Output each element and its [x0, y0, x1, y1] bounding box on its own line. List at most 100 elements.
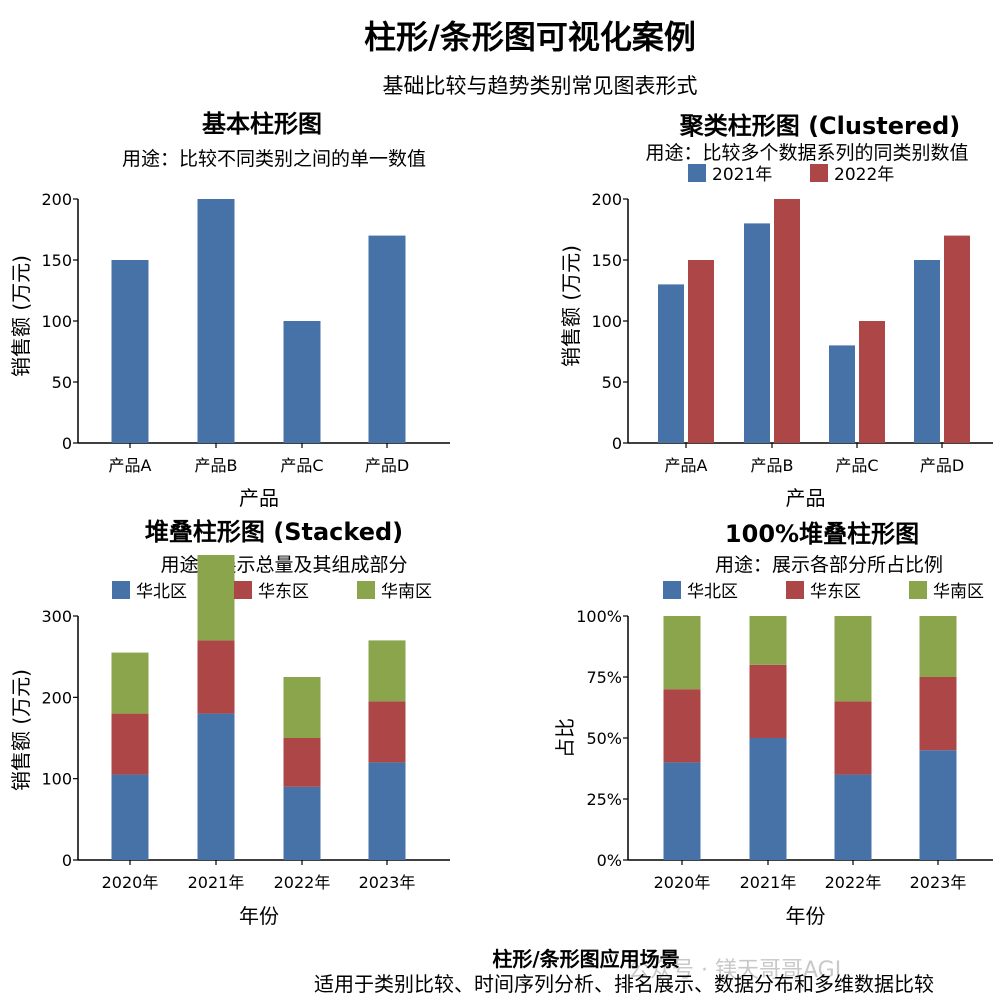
chart-4-bar-1	[834, 774, 872, 860]
chart-2-bar-2	[859, 321, 885, 443]
chart-4-bar-2	[919, 677, 957, 751]
chart-3-x-tick-label: 2022年	[274, 873, 331, 892]
chart-4-y-tick-label: 75%	[586, 668, 622, 687]
chart-2-legend-swatch	[688, 164, 706, 182]
chart-4-legend-label: 华北区	[687, 582, 738, 602]
chart-3-x-tick-label: 2020年	[102, 873, 159, 892]
chart-1-y-tick-label: 200	[41, 190, 72, 209]
chart-3-bar-3	[111, 652, 149, 714]
chart-3-bar-2	[197, 640, 235, 714]
chart-4-bar-3	[834, 616, 872, 702]
chart-4-bar-1	[663, 762, 701, 860]
chart-4-bar-3	[749, 616, 787, 665]
chart-2-x-tick-label: 产品A	[665, 456, 708, 475]
chart-4-bar-1	[749, 738, 787, 860]
page-subtitle: 基础比较与趋势类别常见图表形式	[382, 74, 698, 98]
chart-2-y-tick-label: 100	[591, 312, 622, 331]
chart-2-legend-swatch	[810, 164, 828, 182]
chart-1-x-tick-label: 产品D	[365, 456, 409, 475]
chart-2-description: 用途：比较多个数据系列的同类别数值	[645, 142, 969, 164]
chart-4-y-tick-label: 100%	[576, 607, 622, 626]
chart-3-legend-swatch	[357, 581, 375, 599]
chart-3-x-tick-label: 2021年	[188, 873, 245, 892]
chart-3-legend-swatch	[234, 581, 252, 599]
chart-2-y-axis-title: 销售额 (万元)	[559, 245, 583, 367]
chart-4-y-tick-label: 0%	[597, 851, 622, 870]
chart-3-bar-2	[283, 738, 321, 787]
footer-title: 柱形/条形图应用场景	[492, 947, 680, 971]
chart-4-bar-2	[834, 701, 872, 775]
chart-1-x-tick-label: 产品B	[195, 456, 238, 475]
chart-1-description: 用途：比较不同类别之间的单一数值	[121, 148, 427, 170]
chart-3-legend-swatch	[112, 581, 130, 599]
chart-2-y-tick-label: 200	[591, 190, 622, 209]
chart-4-description: 用途：展示各部分所占比例	[714, 554, 944, 576]
chart-1-x-axis-title: 产品	[239, 486, 279, 510]
chart-1-bar-1	[197, 199, 235, 443]
chart-3-y-tick-label: 0	[62, 851, 72, 870]
chart-3-y-axis-title: 销售额 (万元)	[9, 669, 33, 791]
chart-3-title: 堆叠柱形图 (Stacked)	[144, 518, 404, 546]
chart-1-bar-1	[368, 235, 406, 443]
watermark: 公众号 · 镁天哥哥AGI	[628, 958, 842, 983]
chart-4-x-axis-title: 年份	[786, 904, 826, 928]
chart-3-bar-1	[283, 786, 321, 860]
chart-3-bar-2	[368, 701, 406, 763]
chart-2-bar-1	[829, 345, 855, 443]
chart-4-bar-3	[663, 616, 701, 690]
chart-4-legend-swatch	[909, 581, 927, 599]
chart-4-y-tick-label: 25%	[586, 790, 622, 809]
chart-3-y-tick-label: 100	[41, 770, 72, 789]
page-title: 柱形/条形图可视化案例	[364, 18, 696, 56]
footer-description: 适用于类别比较、时间序列分析、排名展示、数据分布和多维数据比较	[314, 972, 934, 996]
chart-2-x-tick-label: 产品C	[835, 456, 878, 475]
chart-3-legend-label: 华北区	[136, 582, 187, 602]
chart-2-x-tick-label: 产品B	[751, 456, 794, 475]
chart-3-x-tick-label: 2023年	[359, 873, 416, 892]
chart-4-legend-label: 华东区	[810, 582, 861, 602]
chart-2-bar-1	[744, 223, 770, 443]
chart-4-bar-2	[663, 689, 701, 763]
chart-2-x-axis-title: 产品	[786, 486, 826, 510]
chart-2-x-tick-label: 产品D	[920, 456, 964, 475]
chart-4-legend-swatch	[663, 581, 681, 599]
chart-2-bar-1	[658, 284, 684, 443]
chart-3-legend-label: 华南区	[381, 582, 432, 602]
chart-1-y-axis-title: 销售额 (万元)	[9, 255, 33, 377]
chart-2-y-tick-label: 50	[602, 373, 622, 392]
chart-1-x-tick-label: 产品C	[280, 456, 323, 475]
chart-3-bar-1	[111, 774, 149, 860]
chart-1-y-tick-label: 150	[41, 251, 72, 270]
chart-2-legend-label: 2022年	[834, 165, 894, 185]
chart-1-bar-1	[111, 260, 149, 443]
chart-4-x-tick-label: 2023年	[910, 873, 967, 892]
chart-4-x-tick-label: 2021年	[740, 873, 797, 892]
chart-2-title: 聚类柱形图 (Clustered)	[679, 112, 961, 140]
chart-3-bar-1	[197, 713, 235, 860]
chart-1-y-tick-label: 0	[62, 434, 72, 453]
chart-1-y-tick-label: 100	[41, 312, 72, 331]
chart-3-bar-2	[111, 713, 149, 775]
chart-3-legend-label: 华东区	[258, 582, 309, 602]
chart-4-title: 100%堆叠柱形图	[724, 520, 920, 548]
chart-4-bar-1	[919, 750, 957, 860]
chart-4-x-tick-label: 2022年	[825, 873, 882, 892]
chart-2-bar-2	[688, 260, 714, 443]
chart-3-x-axis-title: 年份	[239, 904, 279, 928]
chart-3-bar-1	[368, 762, 406, 860]
chart-4-bar-3	[919, 616, 957, 677]
chart-3-bar-3	[368, 640, 406, 702]
chart-2-y-tick-label: 150	[591, 251, 622, 270]
chart-3-y-tick-label: 200	[41, 688, 72, 707]
chart-4-x-tick-label: 2020年	[654, 873, 711, 892]
chart-3-bar-3	[197, 555, 235, 641]
chart-4-bar-2	[749, 664, 787, 738]
chart-4-y-tick-label: 50%	[586, 729, 622, 748]
chart-2-bar-1	[914, 260, 940, 443]
chart-1-bar-1	[283, 321, 321, 443]
chart-1-x-tick-label: 产品A	[109, 456, 152, 475]
chart-3-bar-3	[283, 677, 321, 738]
chart-3-y-tick-label: 300	[41, 607, 72, 626]
chart-2-bar-2	[944, 235, 970, 443]
